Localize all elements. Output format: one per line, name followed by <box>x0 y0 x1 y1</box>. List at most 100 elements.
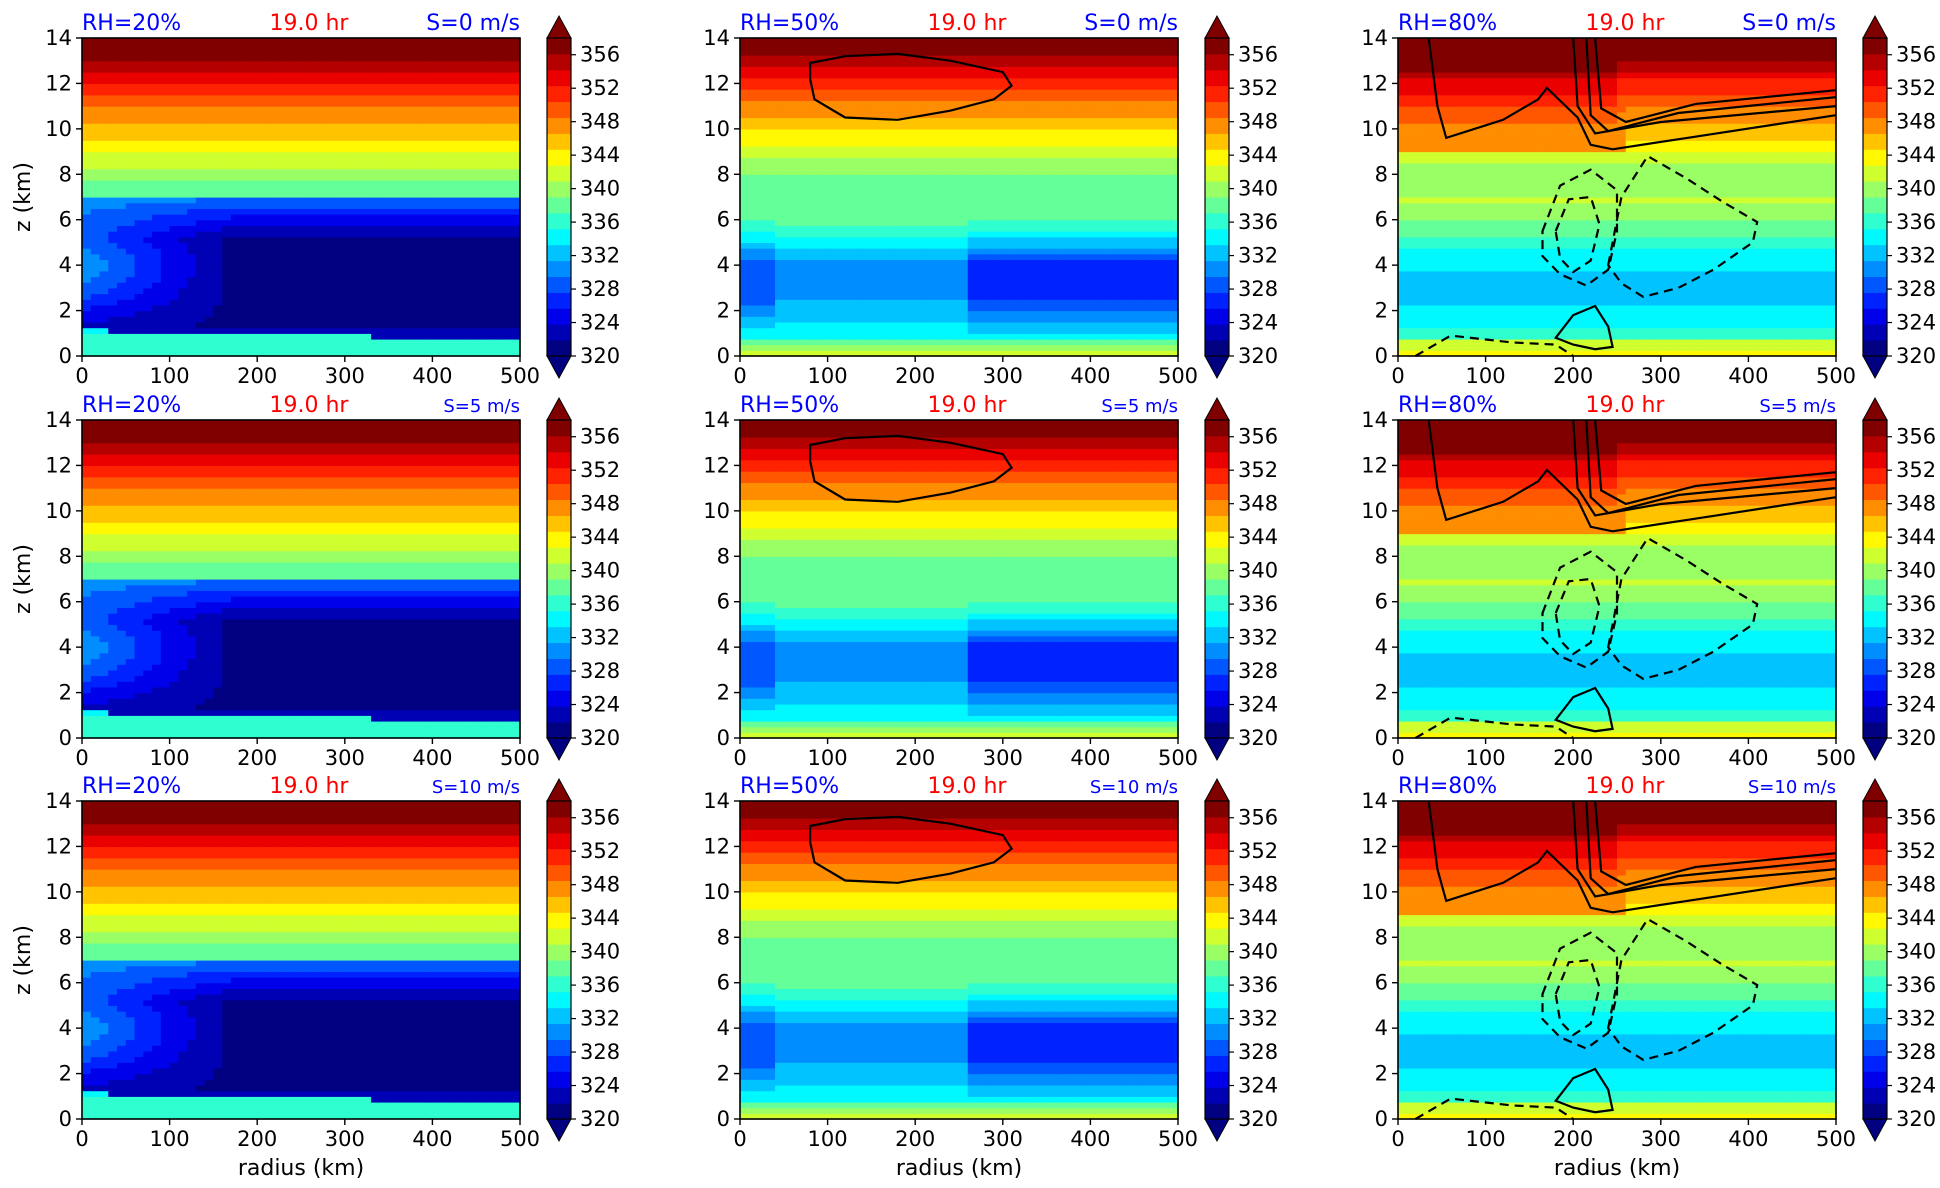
heatmap-cell <box>82 83 91 89</box>
heatmap-cell <box>126 265 135 271</box>
heatmap-cell <box>994 83 1003 89</box>
heatmap-cell <box>301 169 310 175</box>
heatmap-cell <box>836 49 845 55</box>
heatmap-cell <box>362 288 371 294</box>
heatmap-cell <box>371 191 380 197</box>
heatmap-cell <box>784 191 793 197</box>
heatmap-cell <box>319 146 328 152</box>
heatmap-cell <box>793 38 802 44</box>
heatmap-cell <box>345 61 354 67</box>
heatmap-cell <box>196 38 205 44</box>
heatmap-cell <box>161 265 170 271</box>
heatmap-cell <box>889 203 898 209</box>
heatmap-cell <box>240 100 249 106</box>
heatmap-cell <box>467 95 476 101</box>
heatmap-cell <box>502 66 511 72</box>
heatmap-cell <box>467 61 476 67</box>
heatmap-cell <box>766 271 775 277</box>
heatmap-cell <box>502 180 511 186</box>
heatmap-cell <box>292 66 301 72</box>
heatmap-cell <box>502 157 511 163</box>
heatmap-cell <box>108 248 117 254</box>
heatmap-cell <box>836 44 845 50</box>
heatmap-cell <box>406 174 415 180</box>
heatmap-cell <box>977 254 986 260</box>
heatmap-cell <box>784 254 793 260</box>
heatmap-cell <box>231 174 240 180</box>
heatmap-cell <box>161 169 170 175</box>
colorbar-segment <box>547 213 571 229</box>
heatmap-cell <box>170 152 179 158</box>
heatmap-cell <box>222 95 231 101</box>
heatmap-cell <box>100 294 109 300</box>
heatmap-cell <box>266 322 275 328</box>
heatmap-cell <box>354 78 363 84</box>
heatmap-cell <box>836 180 845 186</box>
heatmap-cell <box>854 89 863 95</box>
heatmap-cell <box>117 316 126 322</box>
heatmap-cell <box>257 135 266 141</box>
heatmap-cell <box>828 163 837 169</box>
heatmap-cell <box>397 248 406 254</box>
heatmap-cell <box>380 214 389 220</box>
heatmap-cell <box>871 271 880 277</box>
heatmap-cell <box>108 214 117 220</box>
heatmap-cell <box>196 140 205 146</box>
heatmap-cell <box>248 78 257 84</box>
heatmap-cell <box>968 186 977 192</box>
heatmap-cell <box>775 237 784 243</box>
heatmap-cell <box>415 100 424 106</box>
heatmap-cell <box>1047 118 1056 124</box>
heatmap-cell <box>854 157 863 163</box>
heatmap-cell <box>248 345 257 351</box>
heatmap-cell <box>240 203 249 209</box>
heatmap-cell <box>511 106 520 112</box>
heatmap-cell <box>424 55 433 61</box>
heatmap-cell <box>810 157 819 163</box>
heatmap-cell <box>187 333 196 339</box>
heatmap-cell <box>82 100 91 106</box>
heatmap-cell <box>898 333 907 339</box>
heatmap-cell <box>222 174 231 180</box>
heatmap-cell <box>301 100 310 106</box>
heatmap-cell <box>170 214 179 220</box>
heatmap-cell <box>178 259 187 265</box>
heatmap-cell <box>345 282 354 288</box>
heatmap-cell <box>371 72 380 78</box>
heatmap-cell <box>968 294 977 300</box>
heatmap-cell <box>758 89 767 95</box>
heatmap-cell <box>933 328 942 334</box>
heatmap-cell <box>985 311 994 317</box>
heatmap-cell <box>187 214 196 220</box>
heatmap-cell <box>1055 135 1064 141</box>
heatmap-cell <box>301 259 310 265</box>
heatmap-cell <box>432 294 441 300</box>
heatmap-cell <box>135 49 144 55</box>
heatmap-cell <box>283 197 292 203</box>
heatmap-cell <box>82 311 91 317</box>
heatmap-cell <box>749 112 758 118</box>
heatmap-cell <box>178 38 187 44</box>
heatmap-cell <box>915 44 924 50</box>
heatmap-cell <box>424 123 433 129</box>
heatmap-cell <box>231 118 240 124</box>
heatmap-cell <box>740 248 749 254</box>
heatmap-cell <box>222 237 231 243</box>
heatmap-cell <box>248 83 257 89</box>
heatmap-cell <box>801 299 810 305</box>
heatmap-cell <box>275 254 284 260</box>
heatmap-cell <box>880 180 889 186</box>
heatmap-cell <box>292 237 301 243</box>
heatmap-cell <box>950 38 959 44</box>
heatmap-cell <box>836 316 845 322</box>
heatmap-cell <box>959 186 968 192</box>
heatmap-cell <box>950 112 959 118</box>
heatmap-cell <box>91 225 100 231</box>
heatmap-cell <box>1038 157 1047 163</box>
heatmap-cell <box>459 129 468 135</box>
heatmap-cell <box>906 254 915 260</box>
heatmap-cell <box>502 237 511 243</box>
heatmap-cell <box>432 322 441 328</box>
heatmap-cell <box>502 231 511 237</box>
heatmap-cell <box>1020 328 1029 334</box>
